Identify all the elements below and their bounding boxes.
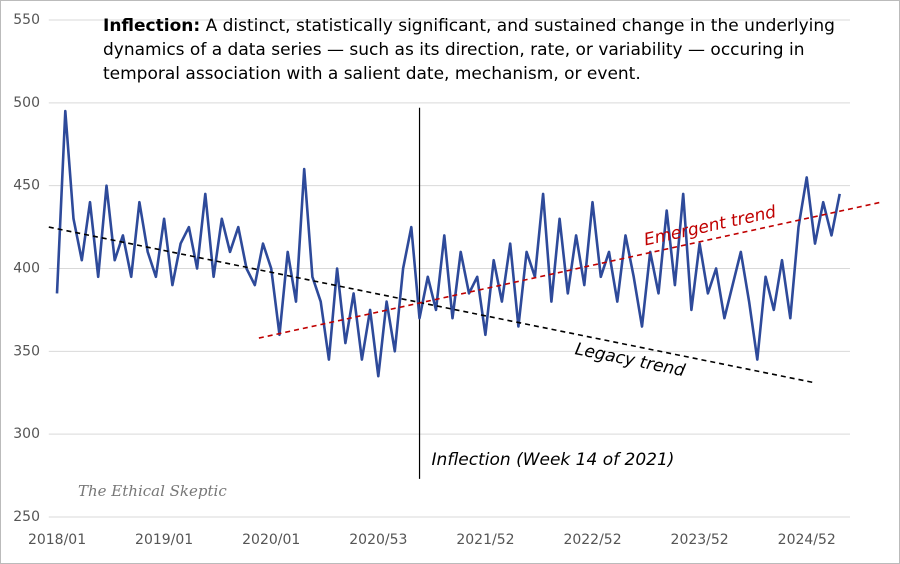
trend-line	[48, 226, 816, 384]
inflection-label: Inflection (Week 14 of 2021)	[432, 450, 675, 470]
x-tick-label: 2020/53	[349, 532, 407, 548]
trend-line	[258, 201, 882, 339]
x-tick-label: 2020/01	[242, 532, 300, 548]
data-line	[55, 109, 841, 378]
x-tick-label: 2019/01	[135, 532, 193, 548]
x-tick-label: 2022/52	[563, 532, 621, 548]
x-tick-label: 2018/01	[28, 532, 86, 548]
x-tick-label: 2021/52	[456, 532, 514, 548]
watermark: The Ethical Skeptic	[78, 482, 227, 500]
y-tick-label: 350	[13, 343, 40, 359]
x-tick-label: 2024/52	[778, 532, 836, 548]
y-tick-label: 500	[13, 95, 40, 111]
y-tick-label: 550	[13, 12, 40, 28]
subtitle: A distinct, statistically significant, a…	[103, 16, 835, 84]
definition: Inflection: A distinct, statistically si…	[103, 14, 843, 86]
y-tick-label: 400	[13, 261, 40, 277]
title: Inflection:	[103, 16, 201, 36]
y-tick-label: 300	[13, 426, 40, 442]
y-tick-label: 250	[13, 509, 40, 525]
y-tick-label: 450	[13, 178, 40, 194]
x-tick-label: 2023/52	[671, 532, 729, 548]
